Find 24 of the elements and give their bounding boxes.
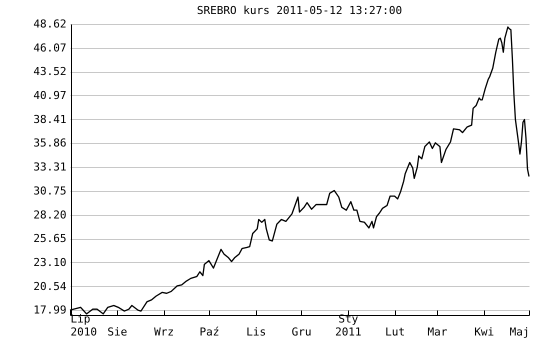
x-tick-label: Mar xyxy=(427,326,448,338)
y-tick-label: 20.54 xyxy=(33,280,67,293)
y-tick-label: 40.97 xyxy=(33,88,66,102)
y-tick-label: 28.20 xyxy=(33,208,66,222)
x-tick-label: Lut xyxy=(385,326,406,338)
y-tick-label: 43.52 xyxy=(33,65,66,78)
y-tick-label: 46.07 xyxy=(33,41,66,54)
x-tick-label: Gru xyxy=(292,326,312,338)
chart-title: SREBRO kurs 2011-05-12 13:27:00 xyxy=(196,4,402,17)
x-tick-label: Kwi xyxy=(474,326,494,338)
x-tick-label: Lip 2010 xyxy=(70,312,97,338)
x-tick-label: Sie xyxy=(107,326,128,338)
y-tick-label: 17.99 xyxy=(33,304,66,317)
y-tick-label: 25.65 xyxy=(33,232,66,246)
y-tick-label: 23.10 xyxy=(33,256,66,269)
x-tick-label: Lis xyxy=(246,326,266,338)
x-tick-label: Paź xyxy=(199,326,220,338)
x-tick-label: Maj xyxy=(510,326,530,338)
y-tick-label: 38.41 xyxy=(33,112,66,126)
x-tick-label: Wrz xyxy=(154,326,174,338)
y-tick-label: 35.86 xyxy=(33,136,66,150)
y-tick-label: 30.75 xyxy=(33,184,66,198)
y-tick-label: 48.62 xyxy=(33,18,66,30)
y-tick-label: 33.31 xyxy=(33,160,66,174)
